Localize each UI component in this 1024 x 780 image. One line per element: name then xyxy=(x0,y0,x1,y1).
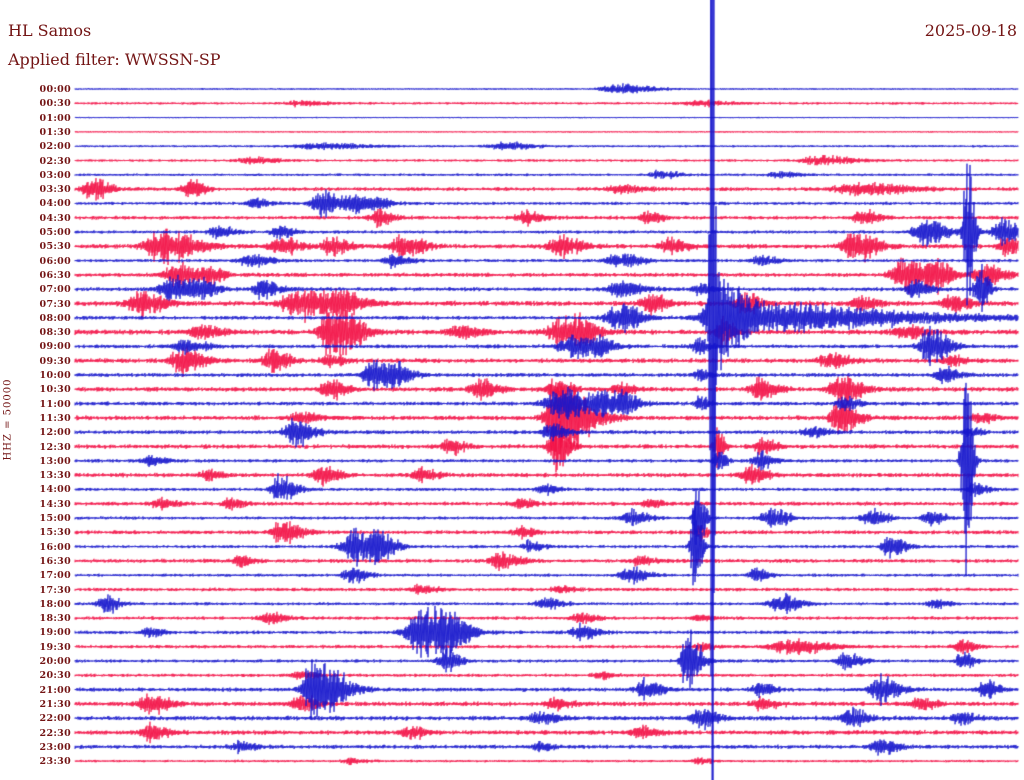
time-label: 20:30 xyxy=(39,670,71,682)
time-label: 08:30 xyxy=(39,327,71,339)
time-label: 11:30 xyxy=(39,412,71,424)
time-label: 14:30 xyxy=(39,498,71,510)
time-label: 06:30 xyxy=(39,269,71,281)
time-label: 15:30 xyxy=(39,527,71,539)
time-label: 22:30 xyxy=(39,727,71,739)
time-label: 17:30 xyxy=(39,584,71,596)
time-label: 12:00 xyxy=(39,427,71,439)
time-label: 19:30 xyxy=(39,641,71,653)
time-label: 21:00 xyxy=(39,684,71,696)
time-label: 00:00 xyxy=(39,84,71,95)
time-label: 20:00 xyxy=(39,656,71,667)
time-label: 23:00 xyxy=(39,741,71,753)
time-label: 16:00 xyxy=(39,541,71,553)
station-name: HL Samos xyxy=(8,21,92,40)
time-label: 14:00 xyxy=(39,484,71,496)
time-label: 06:00 xyxy=(39,255,71,267)
time-labels: 00:00 00:30 01:00 01:30 02:00 02:30 03:00 03:30… xyxy=(0,0,71,780)
time-label: 05:30 xyxy=(39,241,71,253)
time-label: 10:00 xyxy=(39,370,71,381)
time-label: 01:30 xyxy=(39,126,71,138)
time-label: 03:30 xyxy=(39,184,71,196)
time-label: 01:00 xyxy=(39,112,71,124)
time-label: 09:00 xyxy=(39,341,71,353)
time-label: 22:00 xyxy=(39,713,71,725)
time-label: 21:30 xyxy=(39,698,71,710)
time-label: 03:00 xyxy=(39,169,71,181)
time-label: 18:00 xyxy=(39,598,71,610)
time-label: 04:30 xyxy=(39,212,71,224)
time-label: 15:00 xyxy=(39,513,71,524)
filter-label: Applied filter: WWSSN-SP xyxy=(8,50,221,69)
time-label: 07:30 xyxy=(39,298,71,310)
time-label: 16:30 xyxy=(39,555,71,567)
time-label: 19:00 xyxy=(39,627,71,639)
time-label: 09:30 xyxy=(39,355,71,367)
time-label: 00:30 xyxy=(39,98,71,110)
time-label: 23:30 xyxy=(39,756,71,768)
time-label: 17:00 xyxy=(39,570,71,582)
time-label: 05:00 xyxy=(39,227,71,238)
time-label: 07:00 xyxy=(39,284,71,296)
time-label: 12:30 xyxy=(39,441,71,453)
time-label: 02:30 xyxy=(39,155,71,167)
time-label: 04:00 xyxy=(39,198,71,210)
time-label: 18:30 xyxy=(39,613,71,625)
date-label: 2025-09-18 xyxy=(924,21,1017,40)
time-label: 02:00 xyxy=(39,141,71,153)
time-label: 13:30 xyxy=(39,470,71,482)
time-label: 13:00 xyxy=(39,455,71,467)
time-label: 10:30 xyxy=(39,384,71,396)
time-label: 11:00 xyxy=(39,398,71,410)
time-label: 08:00 xyxy=(39,312,71,324)
